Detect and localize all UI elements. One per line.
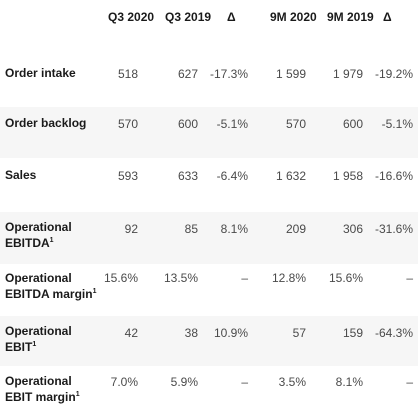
cell-9m-2020: 1 599 xyxy=(275,67,306,81)
cell-q3-2019: 627 xyxy=(177,67,198,81)
table-row: Operational EBIT margin1 7.0% 5.9% – 3.5… xyxy=(0,366,418,405)
cell-delta-9m: -64.3% xyxy=(374,326,413,340)
cell-delta-9m: – xyxy=(406,271,413,285)
cell-q3-2019: 38 xyxy=(184,326,198,340)
row-label-line1: Operational xyxy=(5,271,72,285)
cell-9m-2020: 57 xyxy=(292,326,306,340)
row-label-line1: Order intake xyxy=(5,66,76,80)
row-label: Operational EBIT margin1 xyxy=(5,373,95,405)
table-row: Sales 593 633 -6.4% 1 632 1 958 -16.6% xyxy=(0,158,418,212)
table-row: Operational EBITDA1 92 85 8.1% 209 306 -… xyxy=(0,212,418,264)
table-header: Q3 2020 Q3 2019 Δ 9M 2020 9M 2019 Δ xyxy=(0,0,418,36)
table-row: Operational EBITDA margin1 15.6% 13.5% –… xyxy=(0,264,418,316)
table-row: Order backlog 570 600 -5.1% 570 600 -5.1… xyxy=(0,107,418,158)
cell-delta-9m: – xyxy=(406,375,413,389)
cell-delta-9m: -31.6% xyxy=(374,222,413,236)
cell-q3-2020: 92 xyxy=(124,222,138,236)
table-row: Operational EBIT1 42 38 10.9% 57 159 -64… xyxy=(0,316,418,366)
cell-9m-2019: 306 xyxy=(342,222,363,236)
cell-delta-9m: -19.2% xyxy=(374,67,413,81)
row-label-line1: Sales xyxy=(5,168,37,182)
header-9m-2020: 9M 2020 xyxy=(270,10,317,24)
row-label-line2: EBIT margin xyxy=(5,390,76,404)
row-label: Sales xyxy=(5,167,95,183)
cell-q3-2020: 593 xyxy=(117,169,138,183)
header-9m-2019: 9M 2019 xyxy=(327,10,374,24)
cell-9m-2019: 8.1% xyxy=(335,375,363,389)
header-delta-quarter: Δ xyxy=(227,10,236,24)
row-label-line1: Operational xyxy=(5,324,72,338)
cell-9m-2019: 1 958 xyxy=(332,169,363,183)
table-row: Order intake 518 627 -17.3% 1 599 1 979 … xyxy=(0,55,418,107)
cell-delta-quarter: 10.9% xyxy=(213,326,248,340)
cell-delta-quarter: -5.1% xyxy=(216,117,248,131)
cell-q3-2019: 85 xyxy=(184,222,198,236)
header-q3-2020: Q3 2020 xyxy=(108,10,155,24)
cell-delta-quarter: – xyxy=(241,271,248,285)
cell-q3-2019: 13.5% xyxy=(163,271,198,285)
row-label: Order intake xyxy=(5,65,95,81)
cell-9m-2020: 570 xyxy=(285,117,306,131)
cell-delta-quarter: -17.3% xyxy=(209,67,248,81)
cell-q3-2020: 42 xyxy=(124,326,138,340)
cell-9m-2019: 15.6% xyxy=(328,271,363,285)
cell-delta-quarter: – xyxy=(241,375,248,389)
cell-9m-2020: 12.8% xyxy=(271,271,306,285)
row-label-line1: Order backlog xyxy=(5,116,87,130)
cell-9m-2019: 1 979 xyxy=(332,67,363,81)
row-label: Operational EBITDA margin1 xyxy=(5,270,97,302)
footnote-marker: 1 xyxy=(32,341,37,348)
header-q3-2019: Q3 2019 xyxy=(165,10,212,24)
header-delta-9m: Δ xyxy=(383,10,392,24)
cell-q3-2020: 518 xyxy=(117,67,138,81)
cell-delta-9m: -5.1% xyxy=(381,117,413,131)
row-label-line2: EBITDA xyxy=(5,236,50,250)
row-label-line2: EBIT xyxy=(5,340,33,354)
cell-q3-2019: 633 xyxy=(177,169,198,183)
cell-delta-quarter: 8.1% xyxy=(220,222,248,236)
cell-9m-2020: 209 xyxy=(285,222,306,236)
cell-9m-2019: 159 xyxy=(342,326,363,340)
cell-q3-2019: 600 xyxy=(177,117,198,131)
cell-9m-2019: 600 xyxy=(342,117,363,131)
cell-delta-quarter: -6.4% xyxy=(216,169,248,183)
cell-q3-2020: 570 xyxy=(117,117,138,131)
row-label: Order backlog xyxy=(5,115,95,131)
footnote-marker: 1 xyxy=(75,391,80,398)
row-label: Operational EBIT1 xyxy=(5,323,95,355)
cell-9m-2020: 1 632 xyxy=(275,169,306,183)
cell-delta-9m: -16.6% xyxy=(374,169,413,183)
footnote-marker: 1 xyxy=(92,288,97,295)
cell-9m-2020: 3.5% xyxy=(278,375,306,389)
row-label-line1: Operational xyxy=(5,374,72,388)
row-label-line2: EBITDA margin xyxy=(5,287,93,301)
cell-q3-2020: 7.0% xyxy=(110,375,138,389)
cell-q3-2019: 5.9% xyxy=(170,375,198,389)
row-label-line1: Operational xyxy=(5,220,72,234)
row-label: Operational EBITDA1 xyxy=(5,219,95,251)
footnote-marker: 1 xyxy=(49,237,54,244)
cell-q3-2020: 15.6% xyxy=(103,271,138,285)
